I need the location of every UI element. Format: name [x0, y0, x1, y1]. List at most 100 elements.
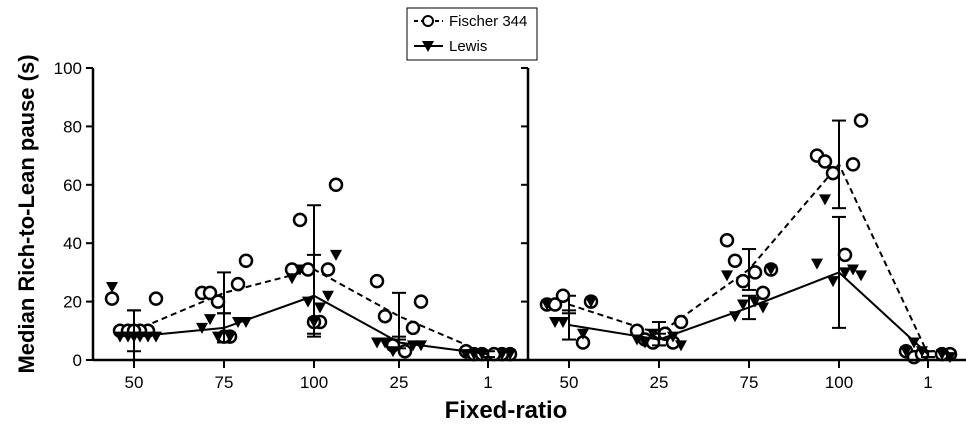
data-point-lewis — [308, 317, 320, 329]
data-point-fischer-344 — [853, 113, 869, 128]
data-point-fischer-344 — [845, 157, 861, 172]
data-point-lewis — [371, 337, 383, 349]
data-point-lewis — [302, 296, 314, 308]
data-point-lewis — [855, 270, 867, 282]
data-point-lewis — [721, 270, 733, 282]
y-tick-label: 100 — [54, 59, 82, 78]
data-point-lewis — [549, 317, 561, 329]
x-tick-label: 100 — [300, 373, 328, 392]
data-point-lewis — [196, 322, 208, 334]
data-point-fischer-344 — [320, 262, 336, 277]
data-point-lewis — [916, 346, 928, 358]
series-line-lewis — [568, 271, 929, 355]
x-tick-label: 1 — [483, 373, 492, 392]
data-point-fischer-344 — [673, 314, 689, 330]
data-point-fischer-344 — [377, 308, 393, 324]
x-tick-label: 25 — [650, 373, 669, 392]
data-point-lewis — [114, 331, 126, 343]
data-point-lewis — [496, 349, 508, 361]
legend-label-lewis: Lewis — [449, 38, 487, 55]
y-axis-title: Median Rich-to-Lean pause (s) — [14, 54, 39, 373]
panel-2: 50 25 75 100 1 — [539, 113, 958, 392]
data-point-lewis — [224, 331, 236, 343]
data-point-lewis — [577, 328, 589, 340]
data-point-lewis — [667, 331, 679, 343]
y-tick-label: 0 — [73, 351, 82, 370]
x-tick-label: 25 — [390, 373, 409, 392]
data-point-lewis — [212, 331, 224, 343]
data-point-lewis — [294, 264, 306, 276]
data-point-lewis — [675, 340, 687, 352]
data-point-fischer-344 — [817, 154, 833, 169]
data-point-fischer-344 — [328, 177, 344, 193]
data-point-fischer-344 — [747, 265, 763, 280]
y-tick-label: 20 — [63, 293, 82, 312]
data-point-lewis — [379, 337, 391, 349]
x-tick-label: 75 — [740, 373, 759, 392]
data-point-lewis — [757, 302, 769, 314]
data-point-fischer-344 — [292, 212, 308, 228]
data-point-lewis — [407, 340, 419, 352]
data-point-lewis — [415, 340, 427, 352]
data-point-fischer-344 — [719, 233, 735, 248]
data-point-fischer-344 — [369, 273, 385, 289]
chart-axes: 0 20 40 60 80 100 — [54, 59, 966, 370]
data-point-fischer-344 — [210, 294, 226, 309]
data-point-lewis — [847, 264, 859, 276]
data-point-lewis — [557, 317, 569, 329]
data-point-lewis — [232, 317, 244, 329]
y-tick-label: 60 — [63, 176, 82, 195]
data-point-lewis — [240, 317, 252, 329]
legend-label-fischer: Fischer 344 — [449, 13, 527, 30]
data-point-lewis — [150, 331, 162, 343]
data-point-fischer-344 — [202, 285, 218, 301]
data-point-lewis — [827, 276, 839, 288]
data-point-lewis — [142, 331, 154, 343]
data-point-lewis — [811, 258, 823, 270]
data-point-lewis — [504, 349, 516, 361]
data-point-fischer-344 — [755, 285, 771, 301]
x-tick-label: 50 — [125, 373, 144, 392]
x-tick-label: 100 — [825, 373, 853, 392]
data-point-lewis — [204, 314, 216, 326]
data-point-fischer-344 — [735, 273, 751, 289]
data-point-lewis — [631, 334, 643, 346]
data-point-fischer-344 — [405, 320, 421, 336]
data-point-lewis — [749, 296, 761, 308]
data-point-lewis — [387, 346, 399, 358]
data-point-lewis — [839, 267, 851, 279]
x-tick-label: 75 — [215, 373, 234, 392]
data-point-fischer-344 — [837, 247, 853, 263]
data-point-lewis — [944, 352, 956, 364]
x-tick-label: 50 — [560, 373, 579, 392]
data-point-fischer-344 — [148, 291, 164, 306]
data-point-lewis — [106, 282, 118, 293]
data-point-lewis — [128, 331, 140, 343]
data-point-lewis — [639, 337, 651, 349]
data-point-fischer-344 — [230, 276, 246, 292]
data-point-fischer-344 — [825, 165, 841, 181]
data-point-fischer-344 — [727, 253, 743, 268]
data-point-lewis — [737, 299, 749, 311]
chart-panels: 50 75 100 25 1 50 25 75 100 1 — [104, 113, 958, 392]
data-point-lewis — [900, 346, 912, 358]
data-point-lewis — [585, 296, 597, 308]
data-point-lewis — [330, 249, 342, 261]
x-axis-title: Fixed-ratio — [445, 397, 568, 424]
data-point-lewis — [541, 299, 553, 311]
data-point-lewis — [729, 311, 741, 323]
data-point-fischer-344 — [104, 291, 120, 306]
data-point-lewis — [908, 337, 920, 349]
legend-marker-fischer — [422, 15, 434, 27]
data-point-fischer-344 — [238, 253, 254, 268]
data-point-fischer-344 — [555, 288, 571, 304]
data-point-lewis — [314, 302, 326, 314]
data-point-lewis — [476, 349, 488, 361]
data-point-lewis — [460, 349, 472, 361]
data-point-lewis — [819, 194, 831, 206]
y-tick-label: 80 — [63, 117, 82, 136]
legend: Fischer 344 Lewis — [406, 7, 538, 61]
legend-marker-lewis — [422, 41, 434, 52]
data-point-lewis — [286, 273, 298, 285]
